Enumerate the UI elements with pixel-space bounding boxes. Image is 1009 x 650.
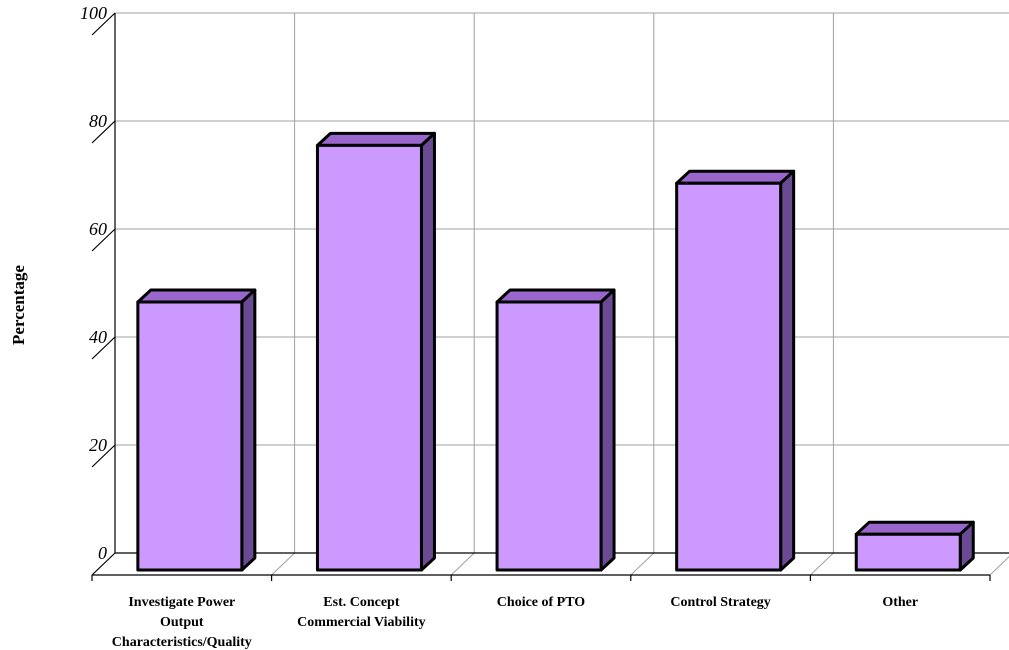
floor-line [450, 552, 475, 576]
bar-front [315, 143, 423, 572]
bar-top [675, 169, 796, 185]
bar-top [136, 288, 257, 304]
x-tick-label: Choice of PTO [497, 595, 586, 610]
x-tick-label: Control Strategy [670, 595, 770, 610]
x-tick-label: Investigate Power Output Characteristics/Q… [112, 595, 252, 650]
bar-front [854, 532, 962, 572]
bar-top [315, 131, 436, 147]
y-tick-label: 60 [89, 219, 107, 239]
y-tick-label: 40 [89, 327, 107, 347]
wall-diagonal [91, 12, 116, 36]
bar-side [779, 169, 796, 572]
bar [675, 169, 796, 572]
wall-diagonal [91, 552, 116, 576]
wall-diagonal [91, 228, 116, 252]
floor-line [989, 556, 1009, 576]
bar [315, 131, 436, 572]
y-tick-label: 20 [89, 435, 107, 455]
floor-line [630, 552, 655, 576]
axes [91, 12, 1009, 581]
bar-top [854, 520, 975, 536]
bar-side [419, 131, 436, 572]
y-tick-label: 0 [98, 543, 107, 563]
x-tick-label: Est. Concept Commercial Viability [297, 595, 425, 630]
y-tick-label: 100 [80, 3, 107, 23]
bar [495, 288, 616, 572]
bar-front [495, 300, 603, 572]
floor-line [271, 552, 295, 576]
wall-diagonal [91, 120, 116, 144]
bar-side [599, 288, 616, 572]
grid [115, 12, 1009, 576]
x-tick-label: Other [882, 595, 918, 610]
bar-top [495, 288, 616, 304]
labels: 0 20 40 60 80 100 Investigate Power Output Chara… [80, 3, 918, 650]
y-axis-label: Percentage [9, 265, 28, 345]
floor-line [810, 552, 834, 576]
y-tick-label: 80 [89, 111, 107, 131]
bar-side [240, 288, 257, 572]
bar [854, 520, 975, 572]
wall-diagonal [91, 336, 116, 360]
bar [136, 288, 257, 572]
wall-diagonal [91, 444, 116, 468]
bars [136, 131, 975, 572]
bar-front [136, 300, 244, 572]
bar-front [675, 181, 783, 572]
